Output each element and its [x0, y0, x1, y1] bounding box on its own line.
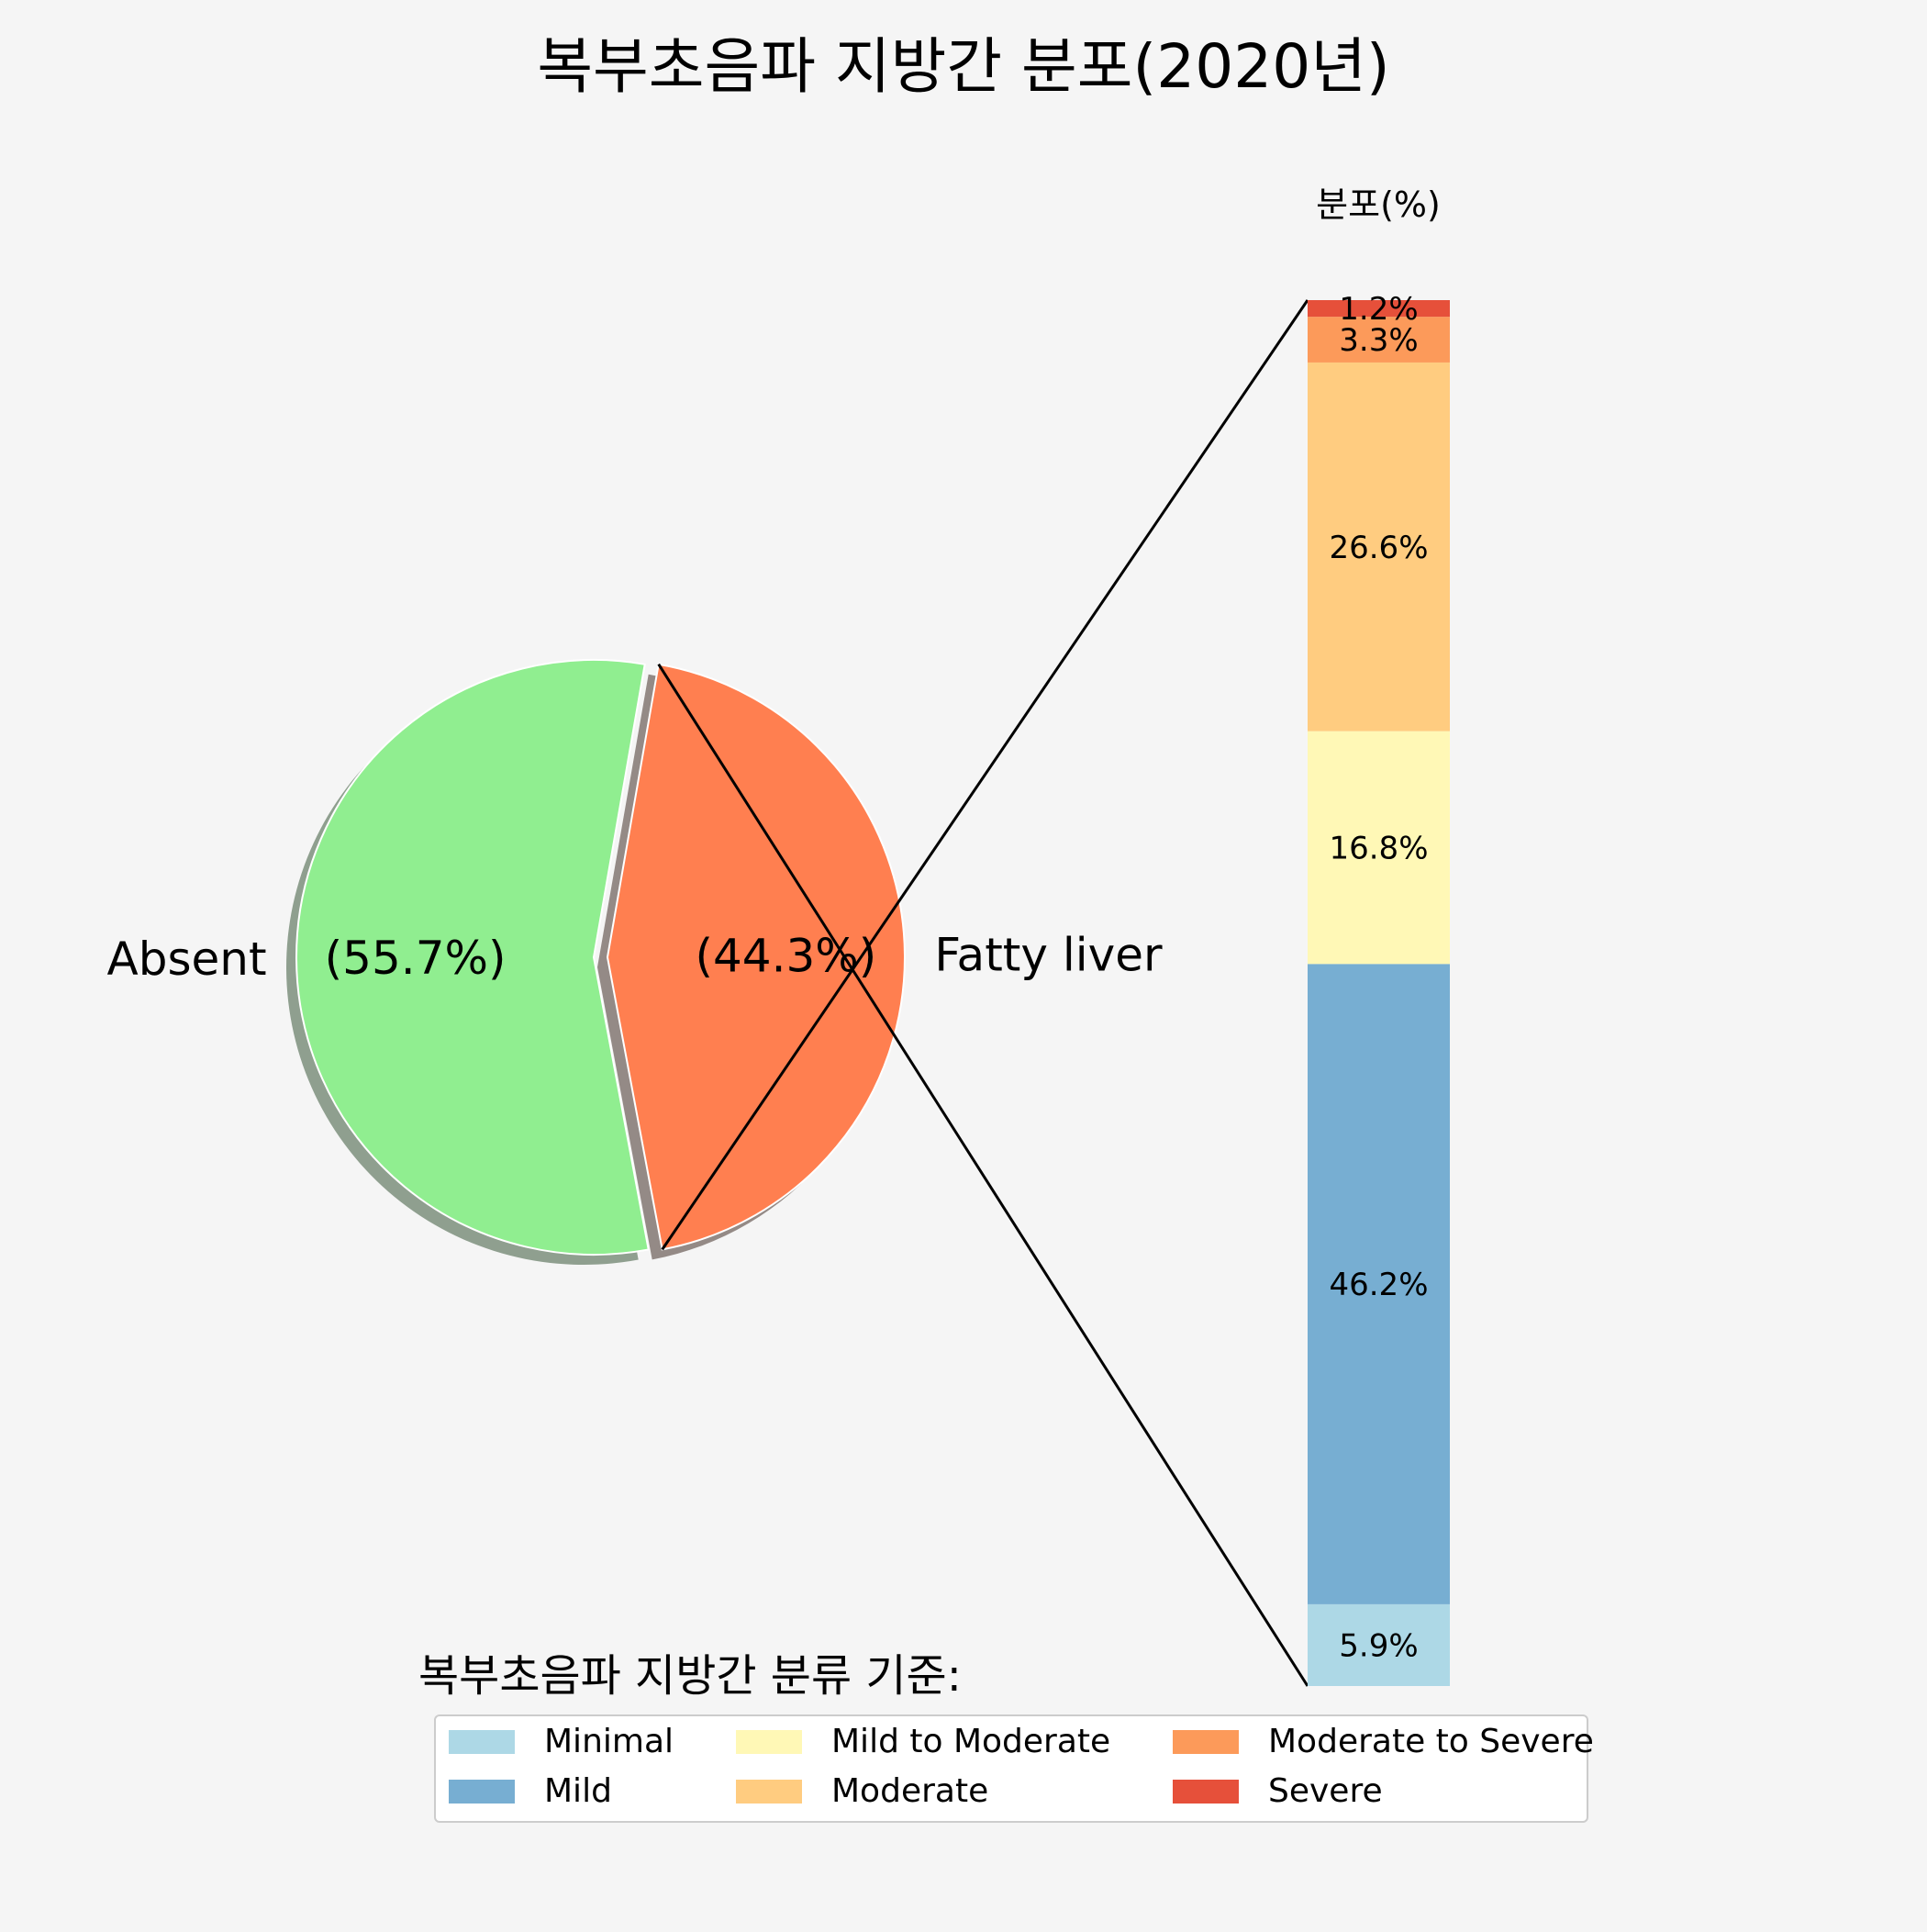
bar-label-moderate-to-severe: 3.3% — [1339, 322, 1418, 359]
connector-line-bottom — [657, 663, 1309, 1687]
bar-label-mild-to-moderate: 16.8% — [1329, 830, 1428, 866]
legend-label-minimal: Minimal — [544, 1723, 674, 1760]
legend-label-mild: Mild — [544, 1772, 612, 1810]
chart-title: 복부초음파 지방간 분포(2020년) — [537, 31, 1389, 102]
legend-label-mild-to-moderate: Mild to Moderate — [831, 1723, 1110, 1760]
legend-box — [434, 1714, 1588, 1823]
legend-label-moderate-to-severe: Moderate to Severe — [1268, 1723, 1594, 1760]
legend-swatch-minimal — [449, 1730, 515, 1754]
pie-slice-absent — [295, 659, 650, 1256]
pie-chart: Absent (55.7%) Fatty liver (44.3%) — [107, 659, 1163, 1265]
bar-segment-mild-to-moderate — [1308, 731, 1450, 965]
pie-pct-label-fatty-liver: (44.3%) — [695, 930, 876, 983]
legend-title: 복부초음파 지방간 분류 기준: — [418, 1650, 962, 1702]
connector-line-top — [661, 299, 1309, 1251]
stacked-bar: 5.9% 46.2% 16.8% 26.6% 3.3%1.2% — [1308, 291, 1450, 1686]
bar-segment-moderate-to-severe — [1308, 317, 1450, 363]
legend-swatch-mild — [449, 1780, 515, 1804]
legend-swatch-mild-to-moderate — [736, 1730, 802, 1754]
legend-swatch-severe — [1173, 1780, 1239, 1804]
pie-slice-fatty-liver — [606, 663, 906, 1251]
legend-swatch-moderate-to-severe — [1173, 1730, 1239, 1754]
bar-label-severe: 1.2% — [1339, 291, 1418, 328]
legend-label-moderate: Moderate — [831, 1772, 988, 1810]
pie-label-absent: Absent — [107, 932, 267, 986]
bar-label-mild: 46.2% — [1329, 1267, 1428, 1303]
legend-swatch-moderate — [736, 1780, 802, 1804]
bar-title: 분포(%) — [1316, 184, 1441, 225]
bar-segment-severe — [1308, 300, 1450, 318]
bar-segment-minimal — [1308, 1603, 1450, 1686]
pie-label-fatty-liver: Fatty liver — [934, 929, 1163, 982]
legend-label-severe: Severe — [1268, 1772, 1383, 1810]
legend: Minimal Mild Mild to Moderate Moderate Moder… — [449, 1723, 1594, 1810]
bar-label-minimal: 5.9% — [1339, 1627, 1418, 1664]
pie-pct-label-absent: (55.7%) — [325, 932, 507, 985]
bar-segment-moderate — [1308, 362, 1450, 731]
connector-lines — [657, 299, 1309, 1687]
bar-label-moderate: 26.6% — [1329, 530, 1428, 566]
bar-segment-mild — [1308, 964, 1450, 1604]
